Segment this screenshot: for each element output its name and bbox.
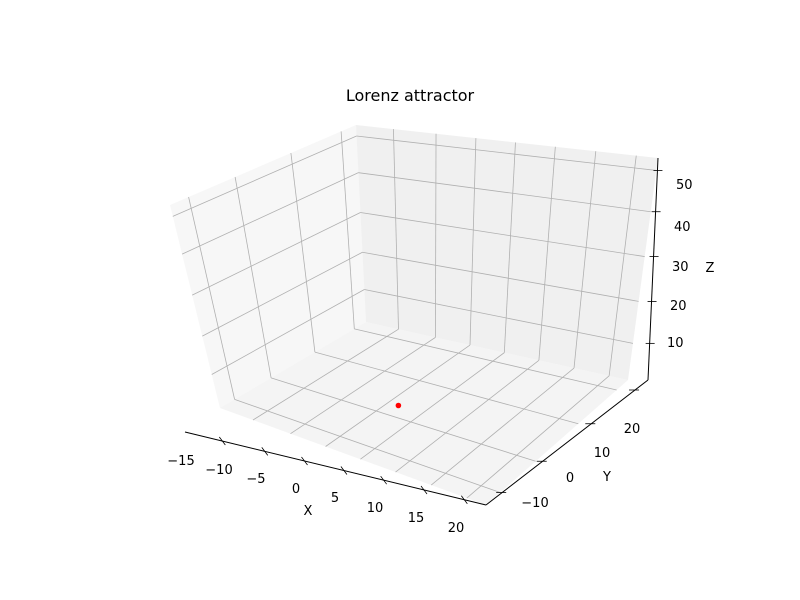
grid-lines	[172, 129, 657, 499]
y-tick-label: −10	[521, 496, 548, 511]
z-axis-label: Z	[706, 261, 715, 276]
z-tick-label: 40	[674, 220, 691, 235]
z-tick-label: 10	[667, 336, 684, 351]
back-pane-right	[356, 125, 658, 380]
data-points	[395, 402, 402, 409]
x-tick-mark	[461, 495, 468, 504]
x-tick-label: −10	[205, 463, 232, 478]
x-axis-label: X	[304, 504, 313, 519]
x-tick-label: 20	[448, 521, 465, 536]
x-tick-mark	[380, 475, 387, 485]
z-tick-label: 30	[672, 260, 689, 275]
z-grid-right-line	[358, 172, 651, 213]
y-tick-labels: −10 0 10 20	[521, 422, 640, 511]
x-tick-label: 5	[331, 491, 339, 506]
x-tick-label: −15	[167, 454, 194, 469]
x-tick-mark	[219, 436, 226, 446]
x-grid-floor-line	[430, 367, 575, 486]
z-grid-right-line	[360, 212, 645, 257]
x-tick-label: −5	[246, 472, 265, 487]
x-grid-floor-line	[466, 375, 610, 499]
y-grid-floor-line	[234, 399, 501, 493]
y-axis-label: Y	[602, 470, 611, 485]
z-grid-right-line	[362, 251, 639, 302]
y-tick-label: 20	[624, 422, 641, 437]
data-point	[395, 402, 402, 409]
y-axis-line	[485, 379, 649, 506]
x-tick-mark	[301, 456, 308, 466]
z-grid-right-line	[356, 135, 657, 171]
x-tick-mark	[340, 466, 348, 475]
x-axis-line	[184, 431, 487, 506]
x-tick-label: 15	[408, 511, 425, 526]
y-grid-floor-line	[354, 328, 617, 391]
z-grid-left-line	[181, 172, 359, 255]
x-tick-label: 10	[367, 501, 384, 516]
x-tick-mark	[261, 447, 269, 456]
axis-ticks	[219, 170, 663, 504]
x-grid-floor-line	[290, 337, 436, 435]
x-tick-labels: −15 −10 −5 0 5 10 15 20	[167, 454, 464, 536]
x-grid-floor-line	[252, 328, 399, 421]
z-grid-left-line	[172, 135, 357, 217]
z-grid-left-line	[202, 251, 363, 337]
y-grid-floor-line	[270, 377, 536, 462]
z-grid-right-line	[364, 289, 634, 344]
y-grid-floor-line	[314, 351, 579, 425]
y-tick-label: 0	[566, 471, 574, 486]
z-grid-left-line	[192, 212, 361, 296]
pane-group	[170, 125, 658, 505]
x-grid-floor-line	[325, 344, 471, 447]
x-tick-label: 0	[292, 482, 300, 497]
z-tick-label: 20	[670, 299, 687, 314]
z-tick-labels: 10 20 30 40 50	[667, 178, 693, 351]
floor-pane	[220, 322, 628, 505]
chart-title: Lorenz attractor	[346, 86, 475, 105]
z-tick-label: 50	[676, 178, 693, 193]
x-tick-mark	[420, 485, 428, 495]
x-grid-floor-line	[395, 359, 540, 473]
y-tick-label: 10	[594, 446, 611, 461]
x-grid-floor-line	[360, 352, 505, 460]
z-grid-left-line	[211, 289, 365, 375]
